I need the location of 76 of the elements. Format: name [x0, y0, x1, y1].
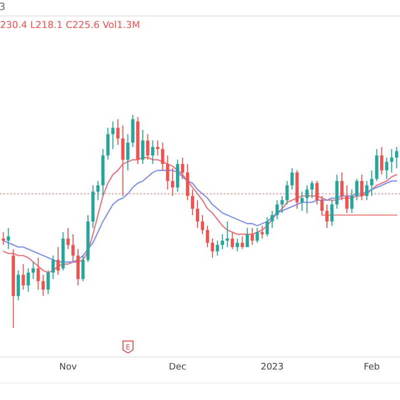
candlestick — [206, 225, 210, 248]
candlestick — [2, 232, 5, 246]
candlestick — [156, 140, 160, 156]
candlestick — [390, 148, 394, 174]
candlestick — [325, 204, 329, 228]
candlestick — [36, 257, 40, 290]
candlestick — [320, 195, 324, 216]
candlestick — [350, 189, 354, 214]
candlestick — [360, 174, 364, 201]
candlestick — [220, 234, 224, 250]
candlestick — [22, 264, 25, 290]
candlestick — [126, 134, 130, 171]
candlestick — [236, 238, 239, 252]
candlestick — [180, 157, 184, 180]
x-tick-label: Dec — [168, 362, 186, 372]
candlestick — [121, 125, 124, 196]
candlestick — [276, 200, 279, 220]
candlestick — [196, 200, 200, 228]
candlestick — [66, 227, 70, 250]
candlestick — [230, 232, 234, 250]
x-tick-label: Feb — [364, 362, 380, 372]
candlestick — [6, 227, 10, 250]
candlestick — [355, 178, 358, 201]
candlestick — [305, 184, 309, 214]
candlestick — [200, 214, 204, 235]
candlestick — [310, 180, 314, 199]
candlestick — [286, 180, 289, 205]
candlestick — [176, 159, 180, 192]
candlestick — [256, 227, 259, 244]
candlestick — [280, 195, 284, 214]
candlestick — [32, 261, 35, 280]
candlestick — [270, 210, 274, 228]
candlestick — [365, 180, 368, 201]
candlestick — [190, 189, 194, 216]
candlestick — [385, 157, 388, 180]
candlestick — [250, 227, 254, 246]
x-tick-label: Nov — [59, 362, 78, 372]
candlestick — [26, 268, 30, 292]
text: 230.4 L218.1 C225.6 Vol1.3M — [0, 20, 140, 31]
candlestick — [210, 238, 214, 258]
text: 3 — [0, 2, 6, 13]
candlestick — [106, 127, 110, 160]
candlestick — [375, 148, 378, 182]
candlestick — [151, 140, 154, 164]
candlestick — [161, 142, 164, 171]
candlestick — [240, 236, 244, 250]
candlestick — [76, 248, 80, 286]
candlestick — [71, 234, 75, 262]
candlestick — [216, 240, 220, 256]
candlestick — [395, 146, 398, 169]
candlestick — [300, 191, 304, 212]
candlestick — [345, 184, 348, 214]
candlestick — [335, 174, 339, 210]
candlestick — [116, 118, 120, 146]
x-tick-label: 2023 — [260, 362, 284, 372]
candlestick — [260, 225, 264, 240]
candlestick — [46, 270, 50, 294]
candlestick — [141, 129, 144, 164]
candlestick — [186, 163, 190, 201]
candlestick — [146, 134, 150, 160]
candlestick — [315, 180, 319, 205]
candlestick — [266, 216, 269, 237]
candlestick — [16, 270, 20, 301]
candlestick — [171, 168, 174, 196]
candlestick — [81, 255, 85, 282]
candlestick — [340, 172, 344, 201]
candlestick — [290, 168, 294, 190]
candlestick — [370, 170, 374, 196]
candlestick — [42, 274, 45, 297]
candlestick — [131, 114, 134, 148]
candlestick — [166, 154, 170, 190]
candlestick — [56, 246, 60, 276]
candlestick — [380, 146, 384, 176]
candlestick — [52, 255, 55, 280]
candlestick — [330, 200, 334, 226]
candlestick — [246, 227, 249, 248]
